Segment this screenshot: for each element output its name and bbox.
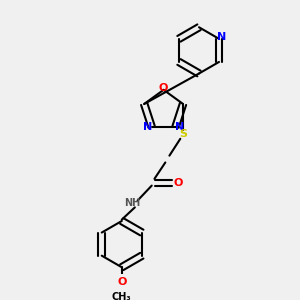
Text: N: N — [143, 122, 152, 132]
Text: NH: NH — [124, 198, 141, 208]
Text: N: N — [175, 122, 184, 132]
Text: O: O — [173, 178, 183, 188]
Text: O: O — [117, 277, 127, 287]
Text: CH₃: CH₃ — [112, 292, 132, 300]
Text: O: O — [159, 83, 168, 94]
Text: N: N — [217, 32, 226, 43]
Text: S: S — [179, 129, 187, 139]
